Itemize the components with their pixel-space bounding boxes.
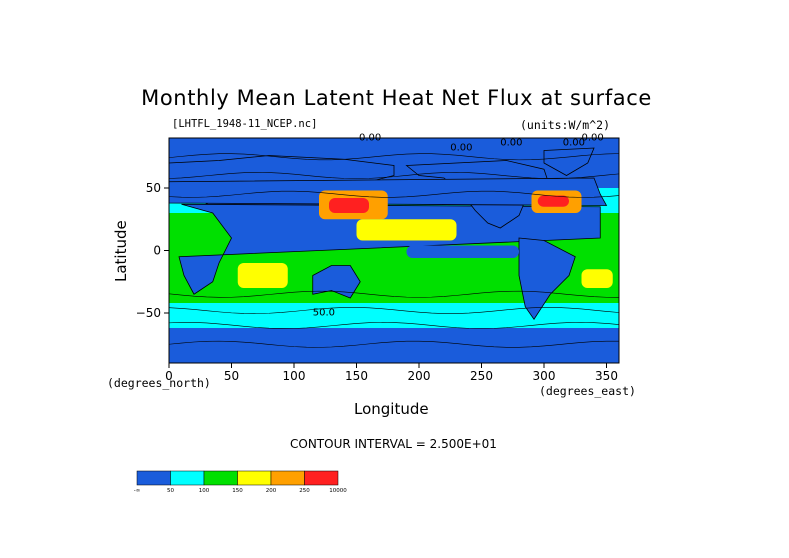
y-tick-label--50: −50 bbox=[136, 306, 161, 320]
y-tick-label-50: 50 bbox=[146, 181, 161, 195]
contour-line-0 bbox=[168, 340, 620, 348]
x-tick-label-300: 300 bbox=[533, 369, 556, 383]
patch-indian-ocean bbox=[237, 263, 288, 288]
land-australia bbox=[312, 265, 361, 299]
patch-equatorial-pacific bbox=[406, 245, 519, 258]
colorbar-swatch-0 bbox=[136, 470, 171, 486]
contour-line-2 bbox=[168, 307, 620, 314]
colorbar-swatch-4 bbox=[270, 470, 305, 486]
colorbar-label-2: 100 bbox=[199, 488, 210, 494]
x-tick-label-150: 150 bbox=[345, 369, 368, 383]
field-band-1 bbox=[169, 303, 619, 328]
contour-interval-label: CONTOUR INTERVAL = 2.500E+01 bbox=[290, 437, 497, 451]
colorbar-swatch-2 bbox=[203, 470, 238, 486]
patch-gulfstream-core bbox=[537, 195, 569, 207]
x-tick-label-0: 0 bbox=[165, 369, 173, 383]
contour-line-4 bbox=[168, 190, 620, 198]
contour-label-2: 0.00 bbox=[500, 138, 522, 149]
colorbar-label-5: 250 bbox=[299, 488, 310, 494]
colorbar-swatch-1 bbox=[170, 470, 205, 486]
colorbar-label-4: 200 bbox=[266, 488, 277, 494]
x-unit-note: (degrees_east) bbox=[539, 384, 636, 398]
contour-label-5: 50.0 bbox=[313, 308, 335, 319]
colorbar-label-3: 150 bbox=[232, 488, 243, 494]
field-band-0 bbox=[169, 328, 619, 363]
y-unit-note: (degrees_north) bbox=[107, 376, 211, 390]
contour-label-3: 0.00 bbox=[563, 138, 585, 149]
x-tick-label-350: 350 bbox=[595, 369, 618, 383]
land-south-america bbox=[518, 237, 576, 320]
field-band-2 bbox=[169, 285, 619, 303]
y-tick-label-0: 0 bbox=[153, 244, 161, 258]
file-label: [LHTFL_1948-11_NCEP.nc] bbox=[172, 118, 318, 130]
patch-south-atlantic bbox=[581, 269, 613, 288]
y-axis-label: Latitude bbox=[112, 220, 130, 282]
contour-line-1 bbox=[168, 322, 620, 329]
contour-line-3 bbox=[168, 290, 620, 298]
patch-pacific-trade bbox=[356, 219, 457, 241]
land-africa bbox=[178, 203, 601, 295]
patch-kuroshio-core bbox=[329, 198, 369, 213]
contour-label-1: 0.00 bbox=[450, 143, 472, 154]
land-greenland bbox=[543, 147, 595, 176]
x-axis-label: Longitude bbox=[354, 400, 429, 418]
x-tick-label-200: 200 bbox=[408, 369, 431, 383]
x-tick-label-100: 100 bbox=[283, 369, 306, 383]
x-tick-label-250: 250 bbox=[470, 369, 493, 383]
colorbar-label-6: 10000 bbox=[329, 488, 347, 494]
colorbar-label-1: 50 bbox=[167, 488, 174, 494]
chart-title: Monthly Mean Latent Heat Net Flux at sur… bbox=[141, 86, 652, 110]
colorbar-swatch-5 bbox=[304, 470, 339, 486]
colorbar-label-0: -∞ bbox=[134, 488, 141, 494]
colorbar-swatch-3 bbox=[237, 470, 272, 486]
contour-line-5 bbox=[168, 172, 620, 179]
contour-line-6 bbox=[168, 153, 620, 161]
units-label: (units:W/m^2) bbox=[520, 118, 611, 132]
x-tick-label-50: 50 bbox=[224, 369, 239, 383]
